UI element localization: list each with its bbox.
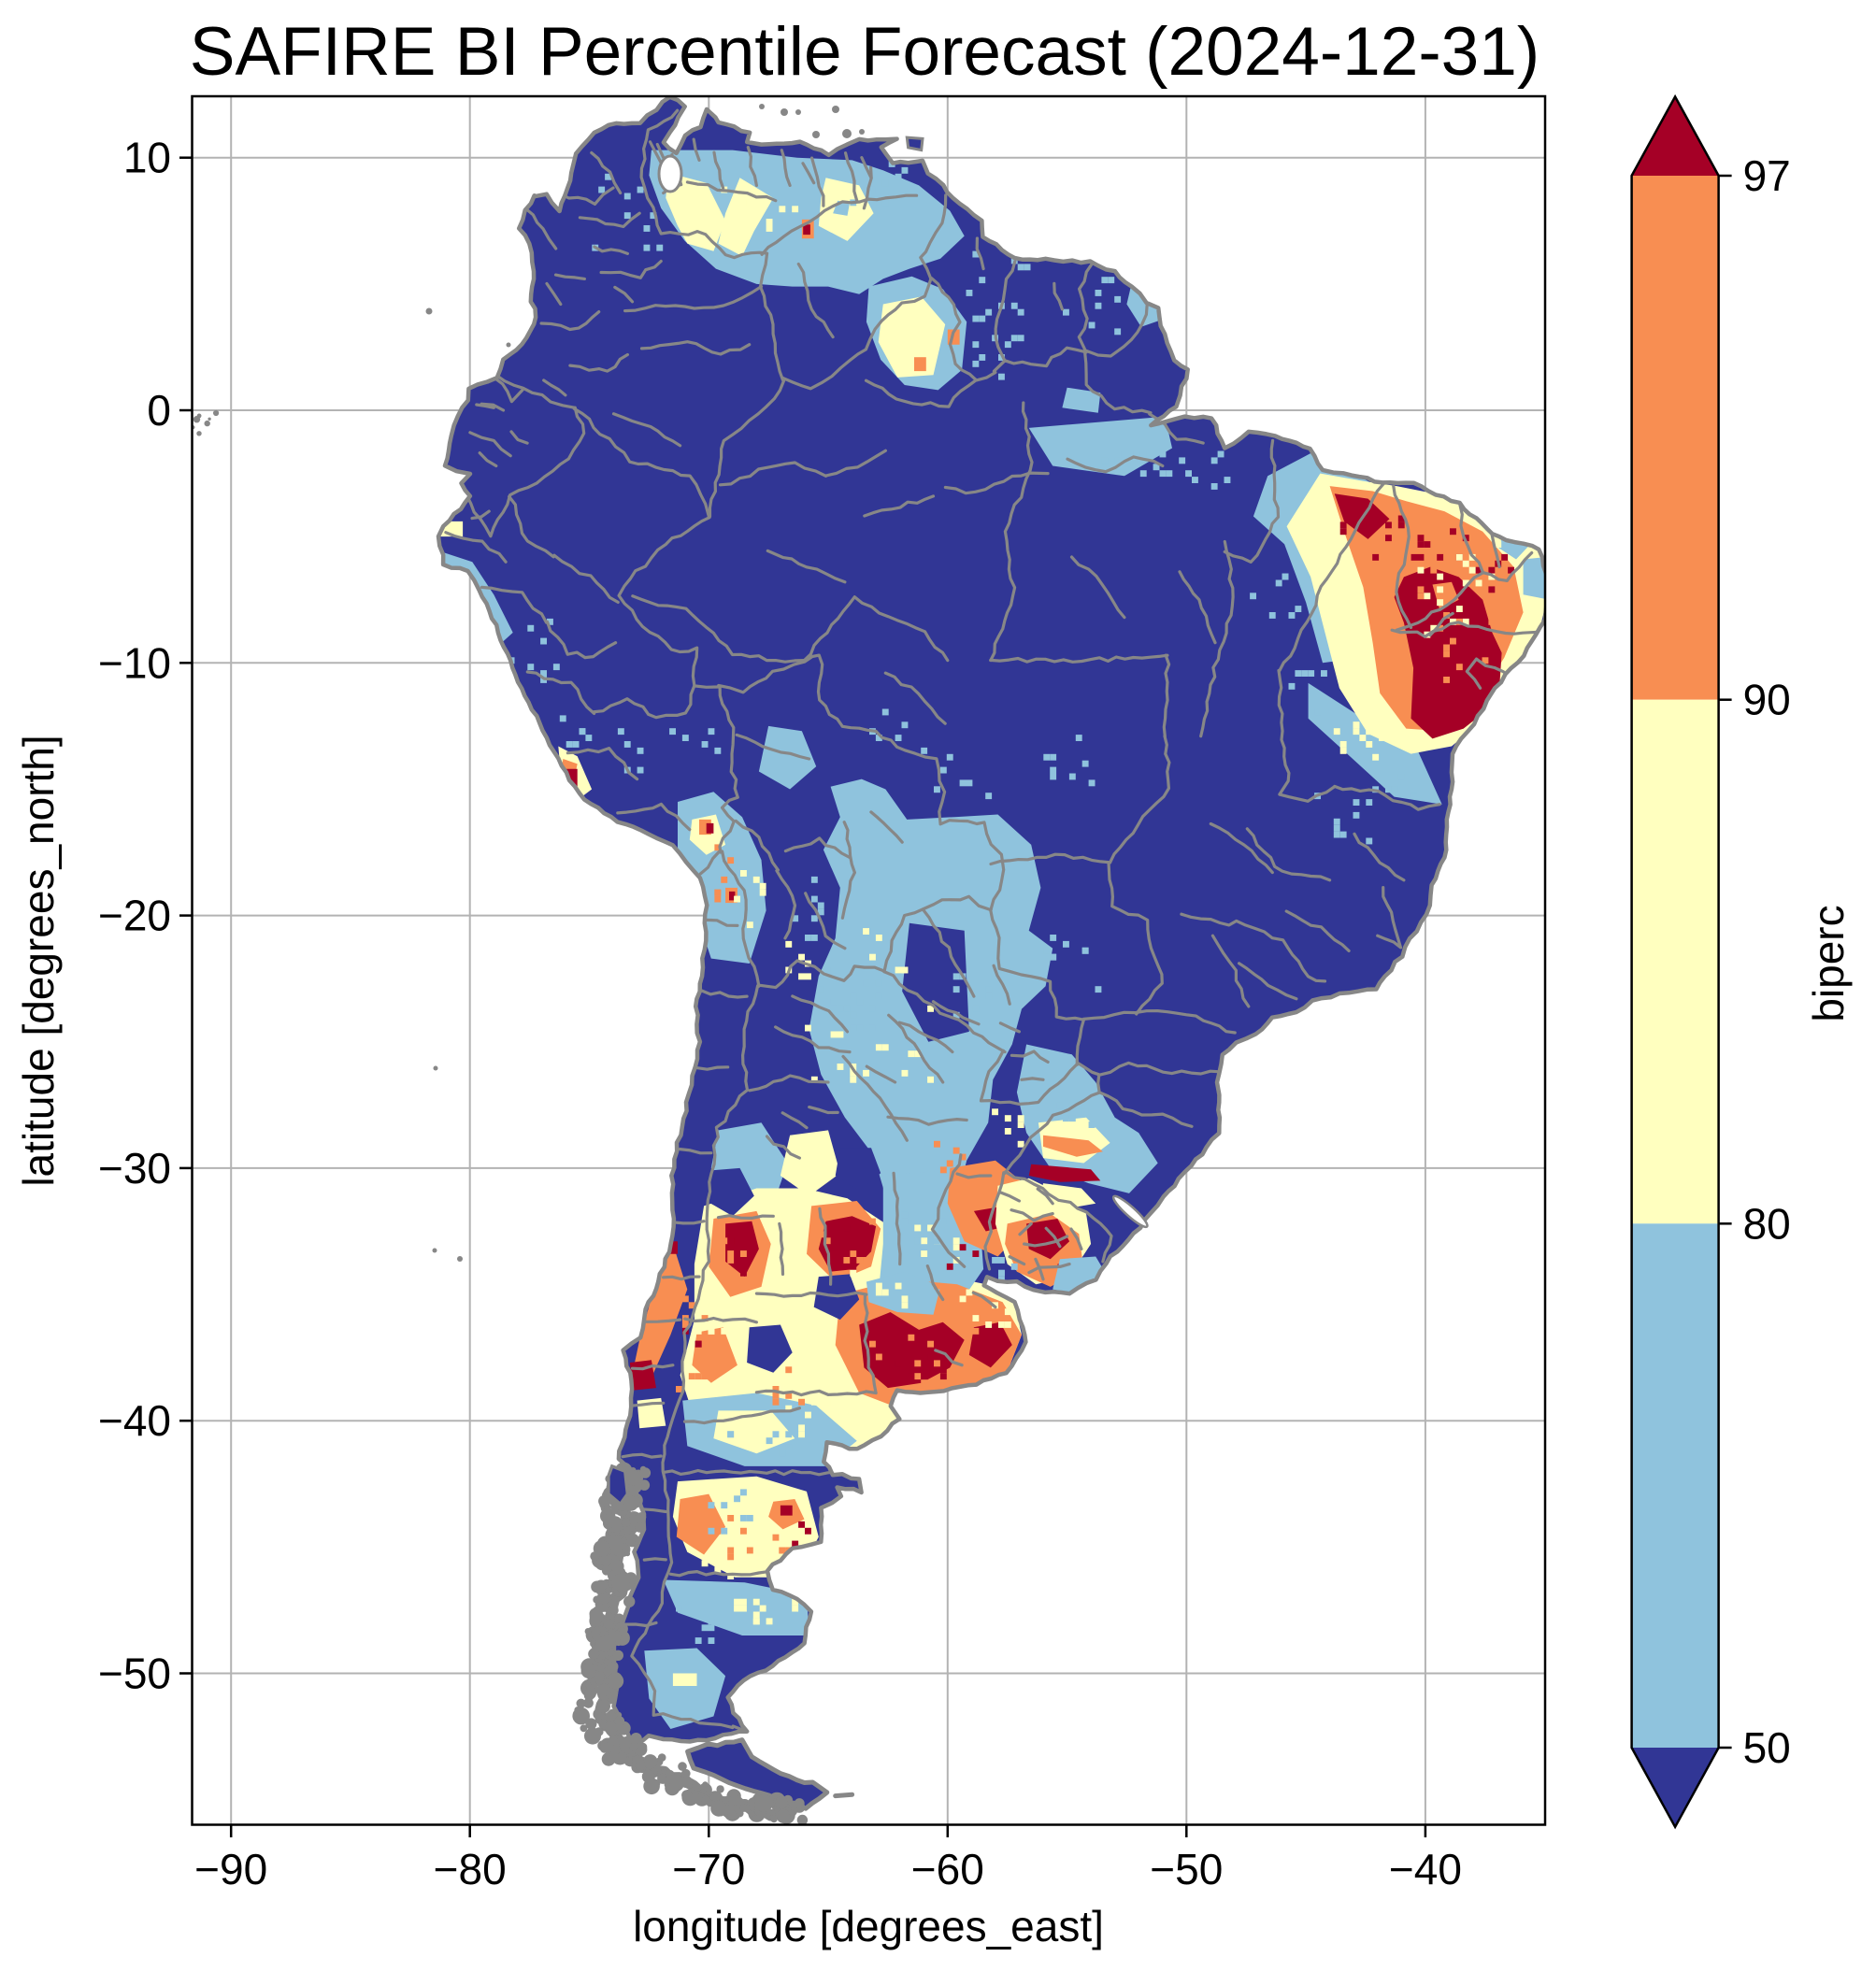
svg-text:80: 80 (1743, 1199, 1791, 1248)
svg-text:90: 90 (1743, 676, 1791, 724)
svg-text:−80: −80 (434, 1845, 507, 1893)
svg-text:SAFIRE BI Percentile Forecast: SAFIRE BI Percentile Forecast (2024-12-3… (190, 14, 1539, 90)
svg-text:−40: −40 (1389, 1845, 1462, 1893)
svg-text:10: 10 (123, 134, 171, 182)
svg-text:−10: −10 (98, 638, 171, 687)
svg-text:biperc: biperc (1804, 905, 1853, 1021)
svg-text:−90: −90 (194, 1845, 267, 1893)
svg-text:latitude [degrees_north]: latitude [degrees_north] (14, 735, 63, 1186)
svg-text:97: 97 (1743, 151, 1791, 200)
svg-text:longitude [degrees_east]: longitude [degrees_east] (633, 1902, 1104, 1950)
svg-text:−60: −60 (911, 1845, 984, 1893)
svg-text:−50: −50 (98, 1650, 171, 1698)
svg-text:−70: −70 (672, 1845, 745, 1893)
svg-text:−50: −50 (1150, 1845, 1223, 1893)
svg-text:−30: −30 (98, 1144, 171, 1193)
svg-text:50: 50 (1743, 1723, 1791, 1772)
svg-text:−20: −20 (98, 892, 171, 940)
svg-text:−40: −40 (98, 1396, 171, 1445)
svg-text:0: 0 (147, 386, 171, 435)
